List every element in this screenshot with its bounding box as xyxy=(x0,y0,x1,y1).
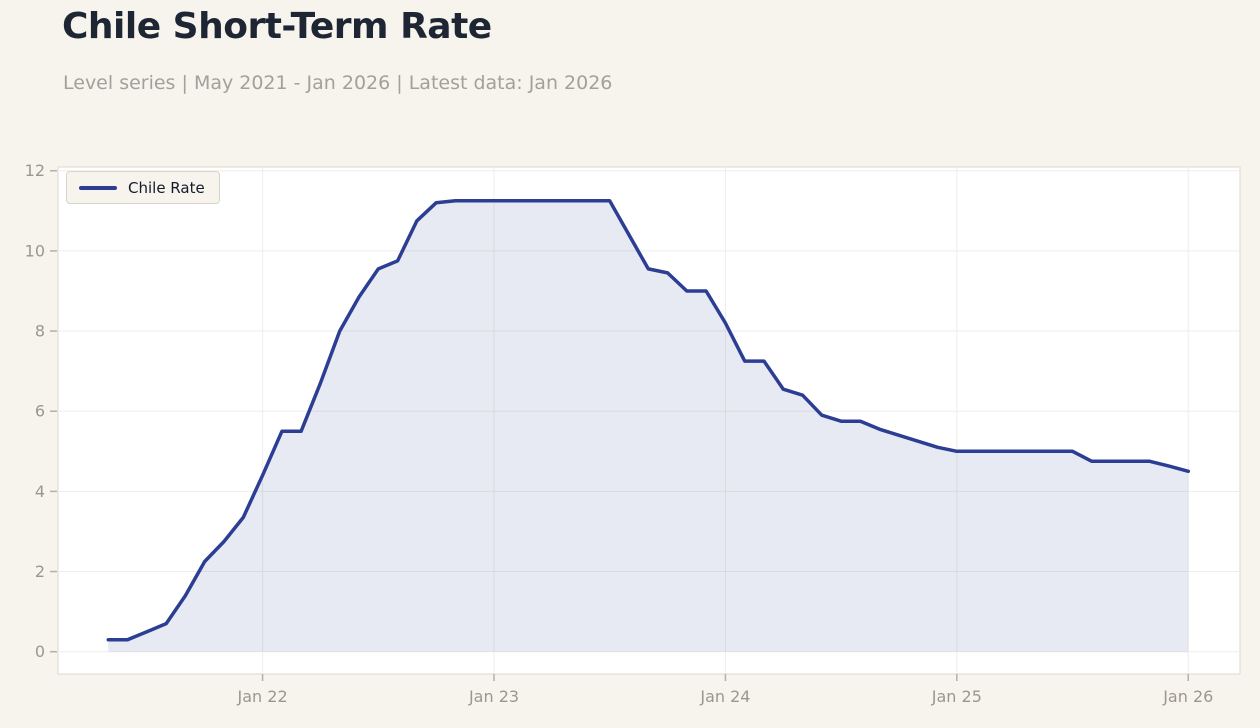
y-tick-label: 8 xyxy=(35,322,45,341)
y-tick-label: 4 xyxy=(35,482,45,501)
series-area xyxy=(108,200,1189,652)
x-tick-label: Jan 26 xyxy=(1162,687,1213,706)
legend-line-swatch-icon xyxy=(79,185,117,190)
x-tick-label: Jan 23 xyxy=(468,687,519,706)
y-tick-label: 10 xyxy=(25,241,45,260)
y-tick-label: 0 xyxy=(35,642,45,661)
y-tick-label: 12 xyxy=(25,161,45,180)
page-subtitle: Level series | May 2021 - Jan 2026 | Lat… xyxy=(63,72,613,94)
legend-series-label: Chile Rate xyxy=(128,178,205,197)
y-tick-label: 6 xyxy=(35,402,45,421)
series-line xyxy=(106,199,1191,642)
page-title: Chile Short-Term Rate xyxy=(62,6,492,47)
plot-area xyxy=(57,166,1241,675)
x-tick-label: Jan 24 xyxy=(699,687,750,706)
x-tick-label: Jan 25 xyxy=(931,687,982,706)
x-tick-label: Jan 22 xyxy=(237,687,288,706)
y-tick-label: 2 xyxy=(35,562,45,581)
legend: Chile Rate xyxy=(66,171,220,204)
